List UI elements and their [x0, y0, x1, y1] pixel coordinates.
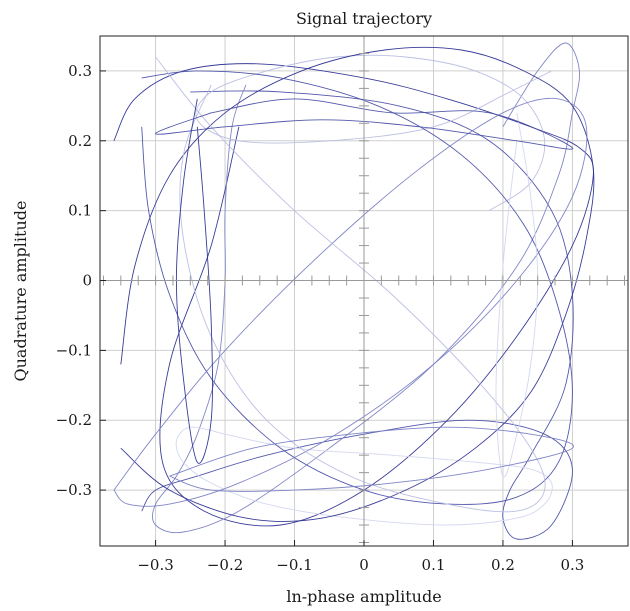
- series-group: [113, 42, 595, 540]
- y-tick-label-1: 0.2: [68, 132, 92, 150]
- x-tick-label-4: 0.1: [422, 556, 446, 574]
- x-tick-label-3: 0: [359, 556, 369, 574]
- chart-title: Signal trajectory: [296, 9, 432, 28]
- axes: [100, 35, 628, 546]
- x-tick-label-5: 0.2: [491, 556, 515, 574]
- y-tick-label-2: 0.1: [68, 202, 92, 220]
- y-tick-label-4: −0.1: [56, 341, 92, 359]
- trajectory-series-6: [141, 70, 573, 505]
- trajectory-series-12: [169, 426, 574, 492]
- x-tick-label-6: 0.3: [560, 556, 584, 574]
- y-tick-label-0: 0.3: [68, 62, 92, 80]
- trajectory-series-11: [155, 98, 574, 150]
- x-tick-label-2: −0.1: [276, 556, 312, 574]
- trajectory-series-1: [141, 90, 574, 540]
- ticks: −0.3 −0.2 −0.1 0 0.1 0.2 0.3 0.3 0.2 0.1 0 −0.1 −0.2…: [56, 62, 585, 574]
- x-axis-label: ln-phase amplitude: [286, 587, 441, 606]
- trajectory-series-2: [152, 42, 581, 534]
- y-tick-label-6: −0.3: [56, 481, 92, 499]
- trajectory-series-10: [175, 98, 213, 464]
- trajectory-series-8: [155, 56, 546, 513]
- x-tick-label-1: −0.2: [207, 556, 243, 574]
- plot-frame: [99, 35, 629, 547]
- y-tick-label-5: −0.2: [56, 411, 92, 429]
- trajectory-series-3: [195, 54, 552, 212]
- trajectory-series-7: [113, 97, 588, 507]
- trajectory-series-0: [113, 63, 594, 527]
- trajectory-series-5: [120, 46, 595, 522]
- trajectory-series-4: [175, 426, 553, 526]
- y-tick-label-3: 0: [82, 272, 92, 290]
- trajectory-series-9: [495, 112, 539, 478]
- x-tick-label-0: −0.3: [137, 556, 173, 574]
- y-axis-label: Quadrature amplitude: [11, 201, 30, 382]
